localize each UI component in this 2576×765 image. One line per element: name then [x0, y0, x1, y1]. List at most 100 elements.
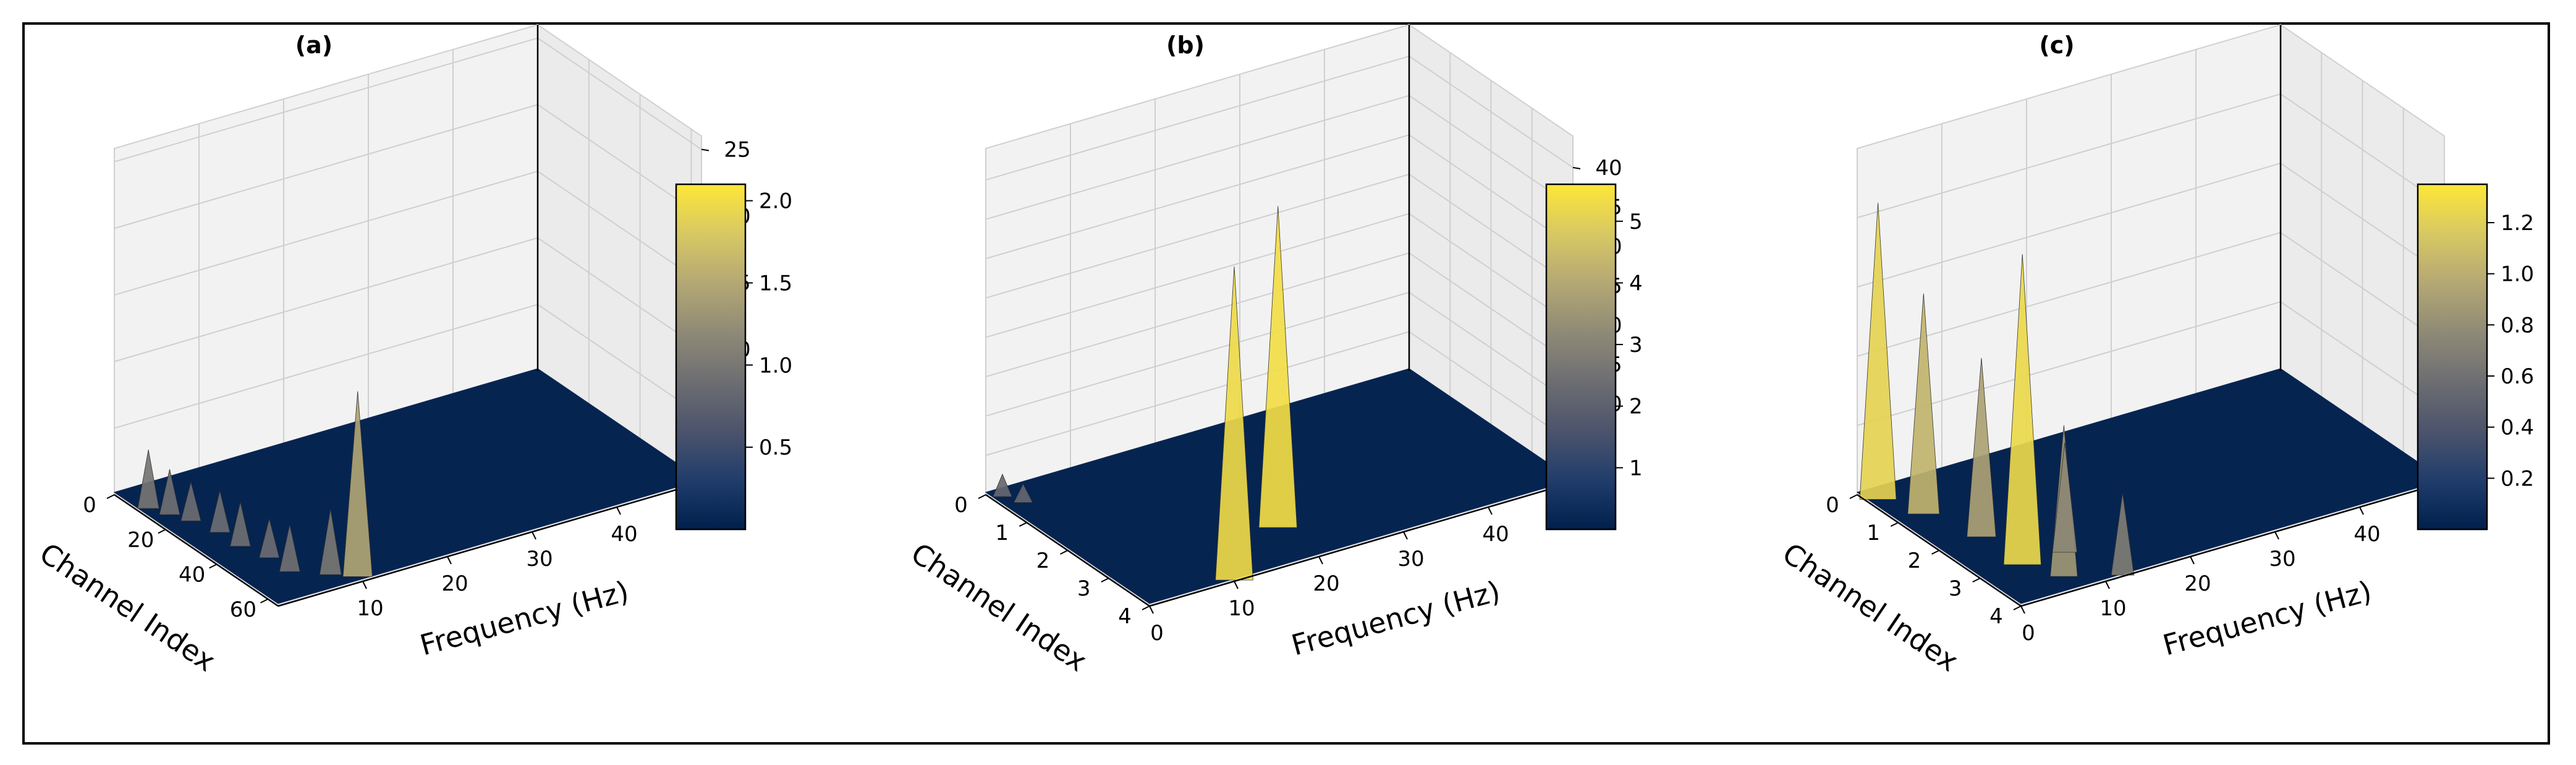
y-tick-label: 3: [1077, 576, 1091, 601]
surface-peak: [1258, 206, 1297, 528]
figure-frame: [22, 22, 2550, 745]
surface-peak: [259, 519, 280, 558]
colorbar-tick-label: 4: [1629, 271, 1643, 296]
x-tick: [2190, 556, 2195, 565]
panel-title: (b): [1166, 32, 1205, 59]
x-axis-line: [278, 481, 702, 607]
colorbar-tick-label: 1.0: [759, 353, 792, 378]
x-tick-label: 0: [1150, 621, 1164, 646]
surface-peak: [1967, 357, 1996, 537]
panel-a: 510152025102030400204060Frequency (Hz)Ch…: [34, 24, 792, 678]
x-tick-label: 20: [2184, 571, 2211, 596]
x-tick: [1318, 556, 1323, 565]
colorbar: [1545, 183, 1617, 531]
x-tick: [532, 531, 536, 540]
y-tick-label: 0: [954, 493, 968, 518]
surface-peak: [993, 473, 1012, 497]
x-tick-label: 10: [2099, 596, 2126, 621]
x-axis-line: [2020, 481, 2445, 607]
panel-b: 51015202530354001020304001234Frequency (…: [905, 24, 1643, 678]
surface-peak: [1215, 266, 1253, 581]
panel-title: (a): [295, 32, 333, 59]
z-tick-label: 40: [1595, 156, 1622, 181]
y-tick-label: 1: [1866, 521, 1880, 545]
y-tick-label: 4: [1118, 604, 1132, 629]
x-tick-label: 30: [1397, 547, 1424, 571]
y-tick: [1849, 494, 1858, 499]
surface-peak: [1907, 293, 1940, 515]
colorbar-tick-label: 5: [1629, 210, 1643, 234]
z-tick: [701, 148, 710, 152]
colorbar: [675, 183, 747, 531]
panel-c: 123401020304001234Frequency (Hz)Channel …: [1777, 24, 2534, 678]
y-tick-label: 60: [230, 597, 256, 622]
surface-peak: [180, 482, 201, 521]
y-tick: [1019, 522, 1027, 527]
y-axis-label: Channel Index: [905, 536, 1093, 678]
y-axis-line: [114, 494, 279, 607]
x-tick: [1234, 581, 1239, 589]
colorbar-tick-label: 2: [1629, 395, 1643, 419]
surface-peak: [230, 502, 251, 547]
y-tick-label: 3: [1949, 576, 1962, 601]
y-tick-label: 0: [83, 493, 96, 518]
x-tick-label: 0: [2022, 621, 2035, 646]
y-tick-label: 4: [1989, 604, 2003, 629]
y-tick-label: 40: [179, 563, 205, 588]
x-tick: [2274, 531, 2279, 540]
z-tick: [1572, 166, 1581, 169]
y-tick-label: 1: [995, 521, 1009, 545]
x-tick: [616, 506, 621, 515]
x-tick-label: 10: [1228, 596, 1255, 621]
y-axis-label: Channel Index: [1777, 536, 1965, 678]
x-tick: [362, 581, 367, 589]
panel-title: (c): [2039, 32, 2074, 59]
colorbar-tick-label: 0.8: [2501, 313, 2534, 338]
surface-peak: [2052, 442, 2077, 553]
colorbar-tick-label: 2.0: [759, 189, 792, 214]
x-tick: [447, 556, 452, 565]
y-tick: [209, 563, 218, 569]
surface-peak: [159, 469, 180, 515]
y-tick: [1101, 578, 1109, 583]
colorbar-tick-label: 0.4: [2501, 416, 2534, 440]
y-axis-label: Channel Index: [34, 536, 222, 678]
x-tick-label: 30: [526, 547, 553, 571]
y-tick: [2013, 605, 2022, 610]
x-tick-label: 40: [2354, 522, 2380, 547]
x-tick-label: 20: [441, 571, 468, 596]
colorbar-tick-label: 3: [1629, 333, 1643, 357]
x-tick: [2020, 605, 2025, 614]
x-tick: [2359, 506, 2364, 515]
x-axis-line: [1149, 481, 1574, 607]
y-tick-label: 2: [1908, 549, 1921, 573]
x-tick-label: 40: [611, 522, 637, 547]
colorbar-tick-label: 0.2: [2501, 466, 2534, 491]
y-tick-label: 20: [127, 528, 154, 552]
x-tick: [1149, 605, 1154, 614]
y-tick-label: 0: [1826, 493, 1839, 518]
y-tick: [106, 494, 115, 499]
y-tick: [1142, 605, 1150, 610]
y-tick: [260, 598, 268, 604]
surface-peak: [210, 490, 231, 533]
x-tick-label: 40: [1482, 522, 1509, 547]
surface-peak: [1859, 202, 1897, 500]
y-tick: [1931, 550, 1939, 555]
surface-peak: [342, 391, 373, 577]
x-tick: [1488, 506, 1493, 515]
colorbar-tick-label: 0.6: [2501, 364, 2534, 389]
colorbar-tick-label: 1.5: [759, 271, 792, 296]
surface-peak: [1013, 483, 1033, 503]
x-tick: [2105, 581, 2110, 589]
x-tick-label: 30: [2269, 547, 2295, 571]
surface-peak: [279, 524, 300, 572]
y-tick: [1972, 578, 1981, 583]
x-tick: [1403, 531, 1408, 540]
colorbar-tick-label: 0.5: [759, 435, 792, 460]
colorbar: [2417, 183, 2488, 531]
x-tick-label: 20: [1313, 571, 1339, 596]
y-tick: [1890, 522, 1899, 527]
colorbar-tick-label: 1.0: [2501, 262, 2534, 287]
